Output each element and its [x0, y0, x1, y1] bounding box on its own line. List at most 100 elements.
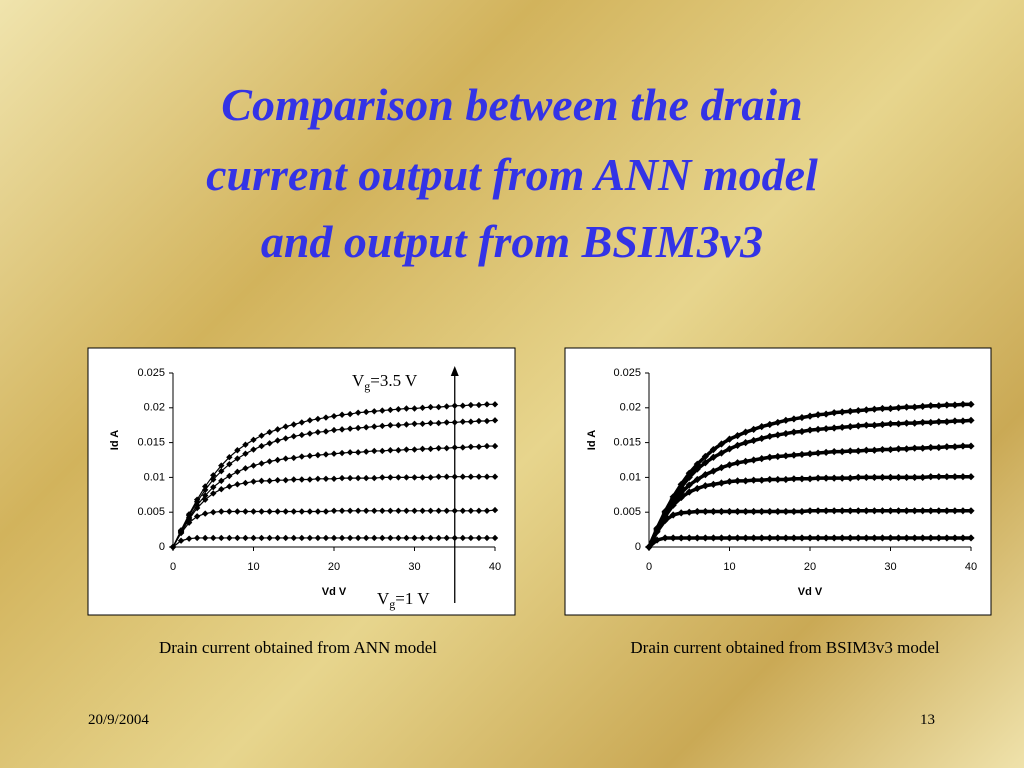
data-point: [677, 509, 685, 517]
data-point: [491, 534, 499, 542]
data-point: [234, 534, 241, 542]
data-point: [959, 534, 967, 542]
data-point: [193, 534, 201, 542]
data-point: [911, 419, 919, 427]
data-point: [427, 445, 434, 453]
data-point: [822, 534, 830, 542]
data-point: [693, 475, 701, 484]
data-point: [282, 508, 289, 515]
data-point: [959, 473, 967, 481]
data-point: [701, 452, 709, 461]
data-point: [717, 449, 726, 457]
data-point: [403, 474, 410, 481]
data-point: [306, 417, 314, 424]
data-point: [258, 460, 265, 467]
data-point: [854, 447, 862, 455]
data-point: [782, 507, 790, 516]
data-point: [911, 403, 919, 411]
data-point: [669, 511, 677, 519]
data-point: [814, 534, 822, 542]
data-point: [330, 450, 338, 457]
data-point: [387, 422, 394, 429]
data-point: [677, 493, 685, 502]
y-tick-label: 0.02: [620, 402, 641, 414]
data-point: [322, 428, 330, 435]
data-point: [669, 534, 677, 542]
data-point: [210, 490, 217, 497]
data-point: [242, 441, 249, 448]
data-point: [685, 469, 693, 477]
data-point: [685, 481, 693, 489]
data-point: [943, 534, 951, 542]
data-point: [725, 445, 734, 453]
data-point: [363, 474, 370, 482]
data-point: [806, 507, 814, 515]
data-point: [403, 534, 410, 542]
data-point: [459, 534, 466, 542]
data-point: [870, 405, 878, 413]
data-point: [443, 403, 450, 410]
data-point: [685, 508, 693, 516]
data-point: [395, 422, 402, 429]
data-point: [790, 507, 798, 516]
data-point: [701, 507, 709, 516]
data-point: [830, 424, 838, 432]
data-point: [822, 425, 830, 433]
data-point: [862, 507, 870, 515]
data-point: [967, 400, 975, 408]
data-point: [677, 534, 685, 542]
data-point: [894, 445, 903, 453]
data-point: [379, 474, 386, 481]
data-point: [435, 534, 442, 542]
data-point: [838, 423, 846, 431]
data-point: [435, 419, 442, 427]
annotation-main: V: [377, 589, 390, 608]
data-point: [467, 418, 475, 425]
data-point: [258, 432, 265, 439]
data-point: [693, 460, 701, 468]
data-point: [870, 534, 878, 542]
data-point: [725, 435, 734, 443]
data-point: [443, 444, 450, 452]
data-point: [306, 534, 314, 542]
data-point: [838, 408, 846, 416]
data-point: [483, 401, 491, 408]
data-point: [798, 534, 806, 542]
data-point: [701, 471, 709, 479]
data-point: [298, 508, 305, 515]
data-point: [935, 443, 943, 452]
data-point: [282, 435, 289, 442]
data-point: [725, 534, 734, 542]
data-point: [202, 483, 209, 490]
data-point: [274, 456, 281, 464]
data-point: [814, 507, 822, 515]
data-point: [750, 425, 758, 433]
data-point: [927, 402, 935, 410]
data-point: [322, 414, 330, 421]
data-point: [314, 415, 322, 423]
data-point: [282, 534, 289, 542]
data-point: [685, 473, 693, 481]
data-point: [226, 508, 233, 515]
data-point: [250, 446, 257, 453]
data-point: [210, 472, 217, 479]
data-point: [210, 476, 217, 483]
y-tick-label: 0.015: [613, 437, 641, 449]
data-point: [371, 447, 378, 455]
y-tick-label: 0.025: [137, 367, 165, 379]
data-point: [733, 507, 742, 516]
data-point: [298, 534, 305, 542]
data-point: [693, 465, 701, 473]
data-point: [491, 401, 499, 408]
data-point: [846, 507, 854, 515]
data-point: [202, 492, 209, 499]
x-tick-label: 10: [723, 561, 735, 573]
data-point: [322, 451, 330, 458]
data-point: [806, 475, 814, 483]
data-point: [959, 417, 967, 425]
data-point: [935, 507, 943, 515]
data-point: [435, 473, 442, 480]
data-point: [475, 417, 483, 425]
data-point: [766, 420, 774, 429]
